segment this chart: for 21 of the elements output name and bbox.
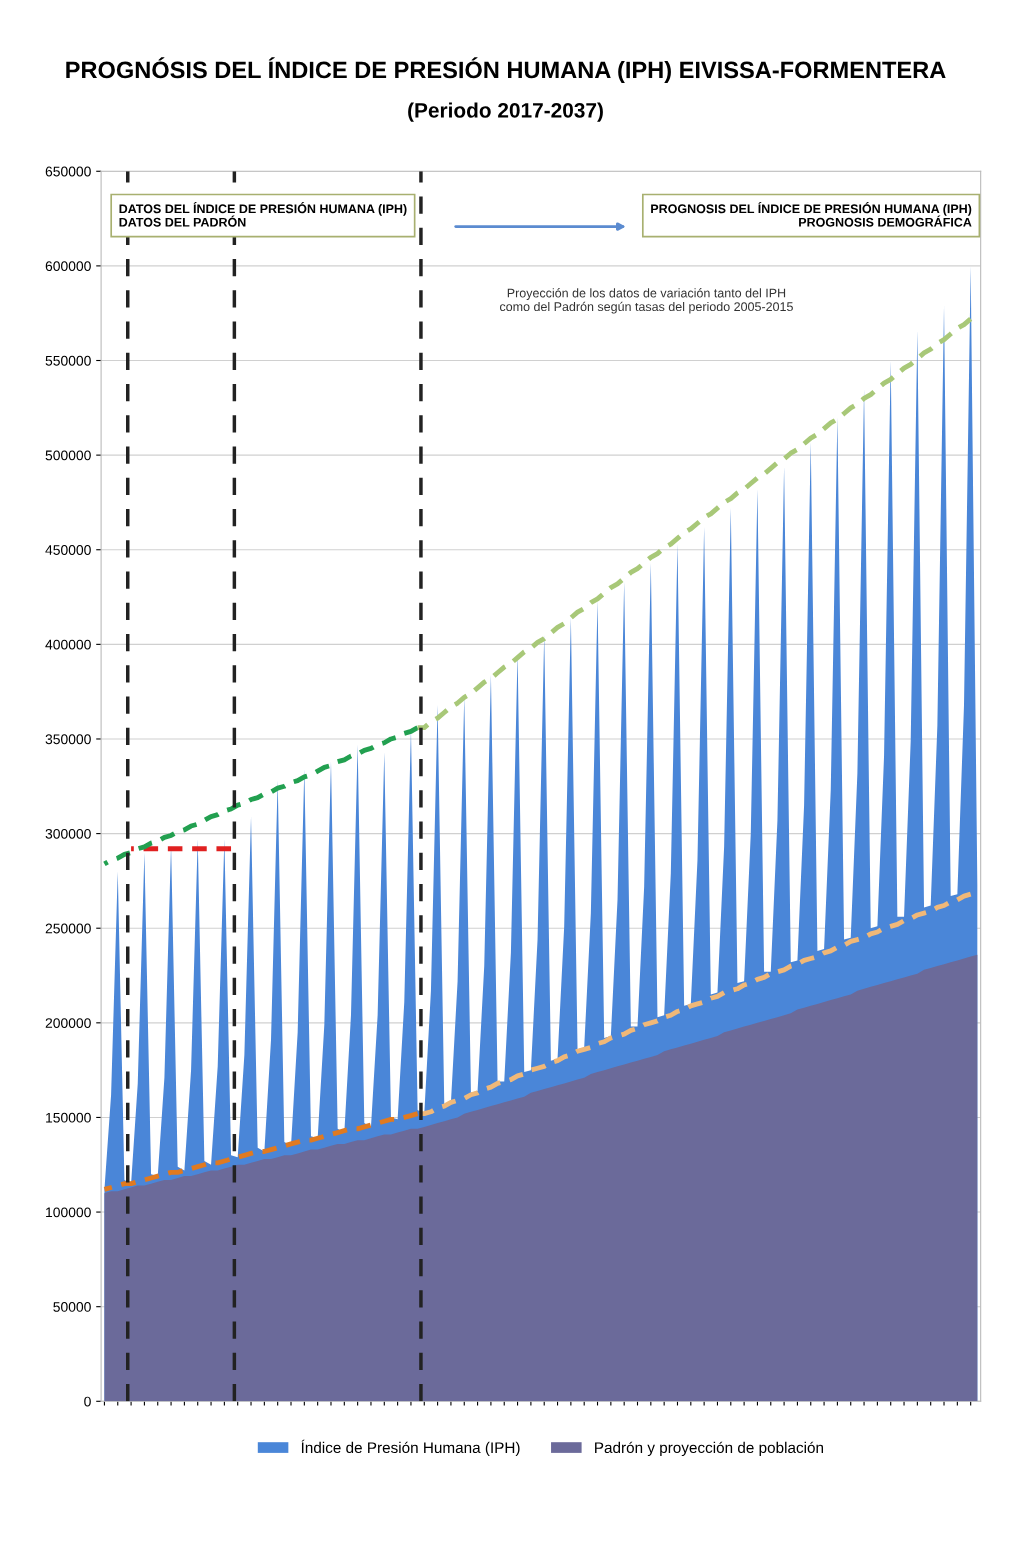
y-tick-label: 400000 bbox=[45, 639, 91, 650]
y-tick-label: 250000 bbox=[45, 923, 91, 934]
y-tick-label: 500000 bbox=[45, 450, 91, 461]
annotation: PROGNOSIS DEL ÍNDICE DE PRESIÓN HUMANA (IPH) PROGNOSIS DEMOGRÁFICA bbox=[651, 202, 972, 227]
y-tick-label: 50000 bbox=[53, 1302, 91, 1312]
annotation: DATOS DEL ÍNDICE DE PRESIÓN HUMANA (IPH) DATOS DEL PADRÓN bbox=[119, 202, 407, 227]
y-tick-label: 150000 bbox=[46, 1112, 91, 1123]
annotation: Proyección de los datos de variación tanto del IPH como del Padrón según tasas del periodo 2005-2015 bbox=[500, 288, 793, 314]
y-tick-label: 300000 bbox=[45, 828, 91, 839]
y-tick-label: 550000 bbox=[45, 355, 91, 366]
y-tick-label: 200000 bbox=[45, 1018, 91, 1028]
y-tick-label: 600000 bbox=[45, 261, 91, 272]
chart-title: PROGNÓSIS DEL ÍNDICE DE PRESIÓN HUMANA (IPH) EIVISSA-FORMENTERA bbox=[66, 57, 946, 83]
legend-label: Padrón y proyección de población bbox=[595, 1441, 823, 1457]
y-tick-label: 350000 bbox=[45, 734, 91, 745]
y-tick-label: 450000 bbox=[45, 545, 91, 555]
y-tick-label: 100000 bbox=[46, 1207, 91, 1218]
legend-label: Índice de Presión Humana (IPH) bbox=[301, 1439, 520, 1457]
chart-subtitle: (Periodo 2017-2037) bbox=[408, 102, 603, 122]
y-tick-label: 0 bbox=[84, 1396, 91, 1407]
y-tick-label: 650000 bbox=[45, 166, 91, 177]
